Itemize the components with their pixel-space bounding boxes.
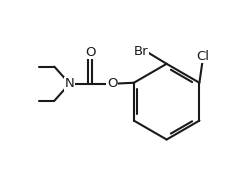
Text: O: O	[85, 46, 96, 59]
Text: Cl: Cl	[196, 50, 209, 63]
Text: Br: Br	[134, 45, 148, 58]
Text: O: O	[107, 77, 117, 90]
Text: N: N	[65, 77, 74, 90]
